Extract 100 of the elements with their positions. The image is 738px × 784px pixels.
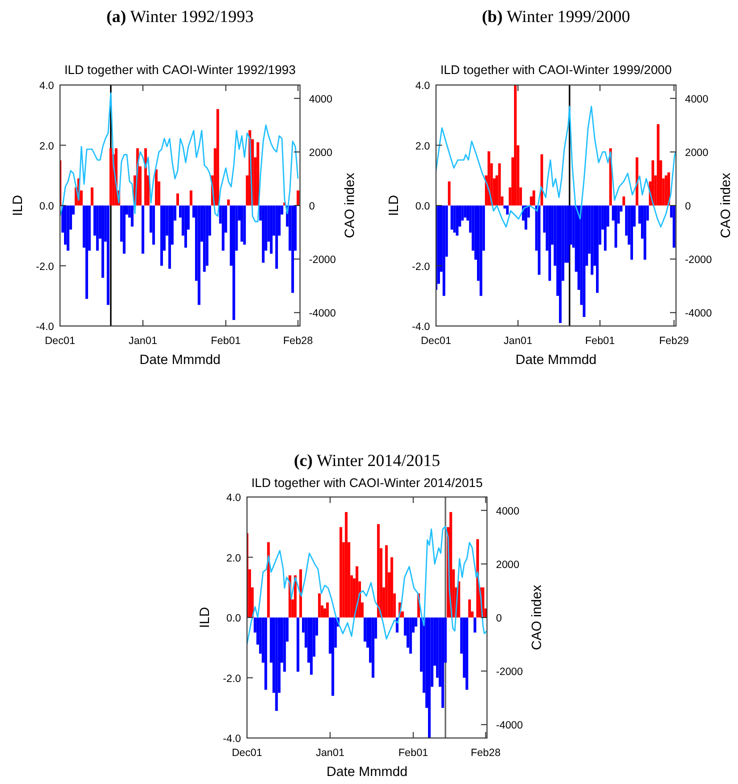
- y-tick-label: 2.0: [415, 140, 430, 152]
- bar: [450, 206, 454, 230]
- y2-tick-label: 0: [685, 200, 691, 212]
- bar: [456, 206, 458, 236]
- bar: [428, 618, 431, 738]
- bar: [498, 163, 501, 206]
- bar: [154, 169, 158, 206]
- x-axis-title: Date Mmmdd: [139, 352, 221, 367]
- x-tick-label: Dec01: [232, 747, 262, 759]
- y-tick-label: 0.0: [415, 200, 430, 212]
- bar: [672, 206, 676, 248]
- bar: [630, 206, 634, 260]
- x-axis-title: Date Mmmdd: [326, 764, 408, 779]
- y-tick-label: -4.0: [222, 733, 242, 745]
- bar: [596, 206, 599, 293]
- line-series: [60, 92, 299, 222]
- bar: [90, 187, 94, 206]
- y2-tick-label: 2000: [309, 146, 333, 159]
- x-tick-label: Jan01: [316, 747, 345, 759]
- y2-tick-label: -4000: [496, 720, 524, 732]
- chart-title: (a) Winter 1992/1993: [106, 7, 254, 26]
- bar: [318, 593, 321, 618]
- bar: [442, 206, 446, 296]
- chart-subtitle: ILD together with CAOI-Winter 2014/2015: [251, 476, 483, 490]
- bar: [109, 148, 112, 206]
- y2-tick-label: 4000: [685, 93, 709, 106]
- y2-tick-label: 4000: [496, 505, 520, 518]
- y2-tick-label: -2000: [685, 254, 712, 266]
- y2-tick-label: 0: [309, 200, 315, 212]
- line-series: [247, 526, 487, 645]
- chart-subtitle: ILD together with CAOI-Winter 1999/2000: [440, 63, 672, 77]
- bar: [152, 206, 155, 245]
- x-tick-label: Feb28: [283, 335, 314, 347]
- bar: [558, 206, 562, 323]
- y-tick-label: 4.0: [39, 80, 54, 92]
- bar: [296, 618, 300, 672]
- bar: [190, 190, 192, 206]
- bar: [506, 206, 509, 215]
- bar: [122, 206, 126, 254]
- bar: [256, 142, 260, 206]
- bar: [216, 109, 220, 206]
- y-tick-label: 0.0: [226, 612, 242, 624]
- bar: [480, 206, 482, 296]
- bar: [144, 148, 147, 206]
- y-tick-label: 2.0: [39, 140, 54, 152]
- bar: [275, 206, 278, 269]
- bar: [466, 618, 468, 690]
- x-axis-title: Date Mmmdd: [515, 352, 597, 367]
- bar: [168, 206, 171, 269]
- bar: [441, 618, 444, 708]
- bar: [614, 206, 618, 248]
- bar: [532, 190, 536, 206]
- bar: [326, 602, 329, 618]
- y2-axis-title: CAO index: [529, 584, 544, 650]
- bar: [296, 190, 300, 206]
- bar: [453, 206, 456, 233]
- y-tick-label: 4.0: [415, 80, 430, 92]
- bar: [464, 206, 466, 218]
- bar: [227, 199, 230, 206]
- y2-axis-title: CAO index: [342, 172, 357, 238]
- bar: [240, 206, 244, 242]
- bar: [385, 545, 388, 618]
- bar: [184, 206, 188, 248]
- bar: [267, 542, 270, 618]
- y-tick-label: -2.0: [222, 672, 242, 685]
- y2-tick-label: -2000: [496, 666, 524, 678]
- bar: [344, 512, 348, 618]
- y-tick-label: 4.0: [226, 492, 242, 504]
- bar: [582, 206, 586, 317]
- bar: [622, 196, 626, 206]
- bar: [390, 557, 394, 618]
- y2-tick-label: 0: [496, 612, 502, 624]
- bar: [409, 618, 412, 654]
- y2-tick-label: -4000: [685, 308, 712, 320]
- bar: [270, 206, 273, 254]
- y2-tick-label: 4000: [309, 93, 333, 106]
- bar: [203, 206, 206, 272]
- bar: [538, 206, 540, 275]
- bar: [283, 618, 286, 672]
- bar: [474, 618, 476, 633]
- x-tick-label: Jan01: [128, 335, 158, 347]
- bar: [514, 85, 517, 206]
- bar: [243, 206, 246, 245]
- bar: [106, 206, 110, 305]
- y-tick-label: 2.0: [226, 552, 242, 564]
- y2-tick-label: -4000: [309, 308, 336, 320]
- y-tick-label: 0.0: [39, 200, 54, 212]
- bar: [85, 206, 88, 299]
- y-tick-label: -4.0: [36, 321, 54, 333]
- bar: [644, 206, 646, 260]
- x-tick-label: Feb01: [398, 747, 428, 759]
- bar: [566, 206, 570, 263]
- bar: [264, 618, 268, 690]
- chart-title: (b) Winter 1999/2000: [482, 7, 630, 26]
- bar: [262, 206, 265, 263]
- y-axis-title: ILD: [197, 606, 212, 628]
- bar: [310, 618, 313, 675]
- x-tick-label: Jan01: [504, 335, 532, 347]
- bar: [664, 175, 668, 206]
- bar: [66, 206, 70, 251]
